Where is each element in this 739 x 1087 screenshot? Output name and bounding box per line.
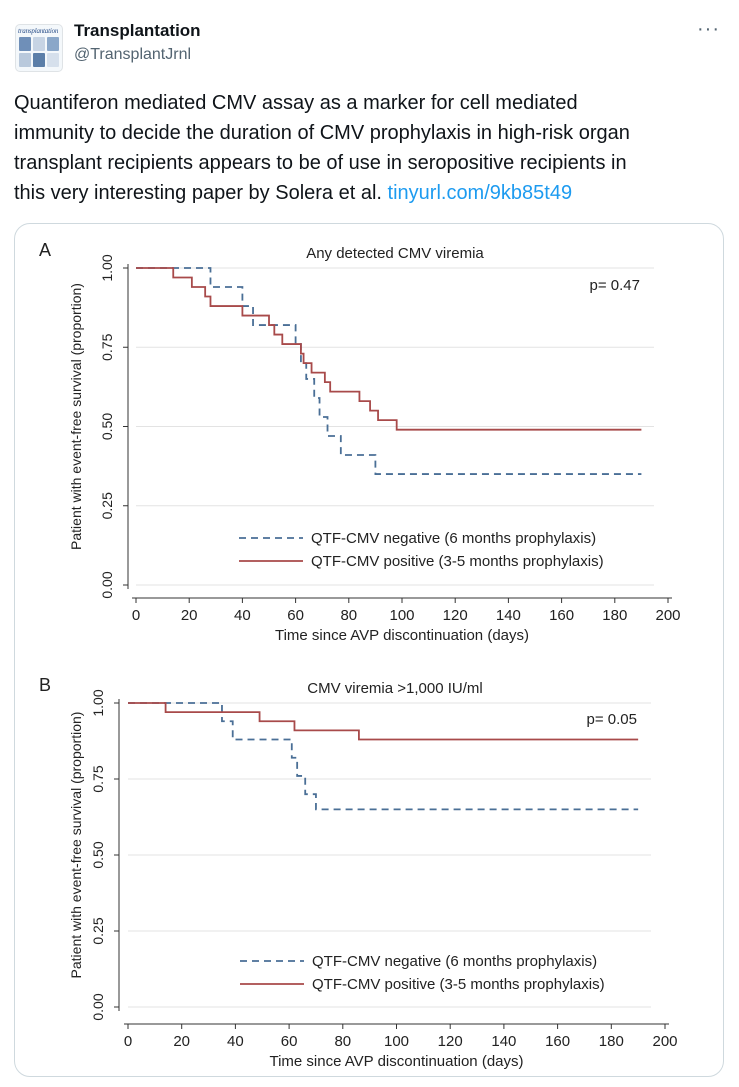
x-axis-title: Time since AVP discontinuation (days) [275, 627, 529, 644]
y-tick-label: 0.50 [90, 841, 106, 868]
x-tick-label: 80 [340, 607, 357, 624]
account-name[interactable]: Transplantation [74, 21, 201, 40]
chart-title: CMV viremia >1,000 IU/ml [307, 680, 482, 697]
x-tick-label: 20 [181, 607, 198, 624]
km-figure: 0.00 0.25 0.50 0.75 1.00 0 20 40 60 80 100 120 140 16… [39, 240, 681, 1070]
y-axis-title: Patient with event-free survival (propor… [68, 712, 84, 979]
tweet-line: Quantiferon mediated CMV assay as a mark… [14, 92, 578, 114]
y-tick-label: 0.50 [99, 413, 115, 440]
x-tick-label: 140 [491, 1033, 516, 1050]
chart-title: Any detected CMV viremia [306, 245, 484, 262]
x-tick-label: 100 [389, 607, 414, 624]
series-line-positive [136, 267, 642, 431]
avatar-logo-text: transplantation [18, 27, 59, 35]
y-tick-label: 0.25 [99, 492, 115, 519]
x-tick-label: 40 [234, 607, 251, 624]
avatar[interactable]: transplantation [15, 24, 63, 72]
x-tick-label: 120 [438, 1033, 463, 1050]
x-tick-label: 180 [602, 607, 627, 624]
legend-entry: QTF-CMV positive (3-5 months prophylaxis… [312, 976, 605, 993]
x-tick-label: 120 [443, 607, 468, 624]
legend-entry: QTF-CMV negative (6 months prophylaxis) [312, 953, 597, 970]
x-tick-label: 100 [384, 1033, 409, 1050]
avatar-cover-tile [19, 53, 31, 67]
y-tick-label: 0.25 [90, 917, 106, 944]
media-image[interactable]: 0.00 0.25 0.50 0.75 1.00 0 20 40 60 80 100 120 140 16… [14, 223, 724, 1077]
avatar-cover-tile [19, 37, 31, 51]
y-tick-label: 0.75 [90, 765, 106, 792]
y-tick-label: 0.75 [99, 333, 115, 360]
x-tick-label: 200 [652, 1033, 677, 1050]
x-tick-label: 60 [287, 607, 304, 624]
x-tick-label: 80 [334, 1033, 351, 1050]
x-tick-label: 0 [132, 607, 140, 624]
x-tick-label: 0 [124, 1033, 132, 1050]
y-tick-label: 0.00 [99, 571, 115, 598]
avatar-cover-tile [47, 53, 59, 67]
tweet-line-last: this very interesting paper by Solera et… [14, 178, 724, 208]
x-tick-label: 180 [599, 1033, 624, 1050]
avatar-cover-tile [33, 37, 45, 51]
x-tick-label: 20 [173, 1033, 190, 1050]
tweet-header: transplantation Transplantation @Transpl… [0, 0, 739, 80]
p-value-annotation: p= 0.05 [587, 711, 637, 728]
panel-label: B [39, 675, 51, 695]
y-axis-title: Patient with event-free survival (propor… [68, 283, 84, 550]
avatar-cover-tile [33, 53, 45, 67]
x-axis-title: Time since AVP discontinuation (days) [269, 1053, 523, 1070]
x-tick-label: 160 [549, 607, 574, 624]
tweet-line: transplant recipients appears to be of u… [14, 152, 627, 174]
tweet-line: immunity to decide the duration of CMV p… [14, 122, 630, 144]
p-value-annotation: p= 0.47 [590, 277, 640, 294]
avatar-cover-tile [47, 37, 59, 51]
account-handle[interactable]: @TransplantJrnl [74, 46, 192, 63]
y-tick-label: 0.00 [90, 993, 106, 1020]
series-line-positive [128, 702, 639, 741]
paper-link[interactable]: tinyurl.com/9kb85t49 [387, 182, 573, 204]
legend-entry: QTF-CMV positive (3-5 months prophylaxis… [311, 553, 604, 570]
y-tick-label: 1.00 [99, 254, 115, 281]
series-line-negative [128, 702, 639, 811]
y-tick-label: 1.00 [90, 689, 106, 716]
x-tick-label: 160 [545, 1033, 570, 1050]
x-tick-label: 200 [655, 607, 680, 624]
x-tick-label: 40 [227, 1033, 244, 1050]
tweet-line-text: this very interesting paper by Solera et… [14, 182, 388, 204]
x-tick-label: 140 [496, 607, 521, 624]
km-chart-b: 0.00 0.25 0.50 0.75 1.00 0 20 40 60 80 100 120 140 16… [39, 675, 678, 1070]
x-tick-label: 60 [281, 1033, 298, 1050]
tweet-text: Quantiferon mediated CMV assay as a mark… [14, 88, 724, 208]
panel-label: A [39, 240, 51, 260]
km-chart-a: 0.00 0.25 0.50 0.75 1.00 0 20 40 60 80 100 120 140 16… [39, 240, 681, 644]
more-horizontal-icon[interactable]: ··· [697, 18, 720, 40]
series-line-negative [136, 267, 642, 475]
legend-entry: QTF-CMV negative (6 months prophylaxis) [311, 530, 596, 547]
